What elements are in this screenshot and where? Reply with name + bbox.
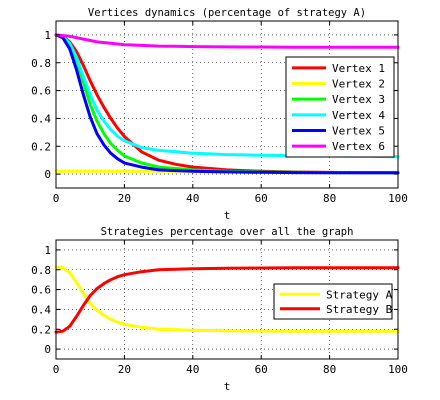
x-tick-label: 100: [388, 192, 408, 205]
legend-label: Vertex 4: [332, 109, 385, 122]
x-tick-label: 20: [118, 363, 131, 376]
y-tick-label: 1: [44, 244, 51, 257]
x-tick-label: 0: [53, 363, 60, 376]
x-tick-label: 100: [388, 363, 408, 376]
y-tick-label: 0.6: [31, 85, 51, 98]
chart-title: Strategies percentage over all the graph: [101, 226, 354, 238]
series-line: [54, 33, 400, 159]
x-tick-label: 60: [255, 363, 268, 376]
legend-label: Vertex 1: [332, 62, 385, 75]
x-tick-label: 40: [186, 363, 199, 376]
legend-label: Vertex 2: [332, 78, 385, 91]
y-tick-label: 0: [44, 343, 51, 356]
y-tick-label: 0: [44, 168, 51, 181]
y-tick-label: 0.2: [31, 323, 51, 336]
axes-box: [55, 20, 399, 189]
legend-label: Strategy A: [326, 288, 393, 301]
x-axis-label: t: [224, 209, 231, 222]
y-tick-label: 1: [44, 29, 51, 42]
series-line: [54, 33, 400, 49]
legend-label: Vertex 3: [332, 93, 385, 106]
x-axis-label: t: [224, 380, 231, 393]
series-line: [54, 33, 400, 175]
y-tick-label: 0.6: [31, 284, 51, 297]
series-line: [54, 265, 400, 333]
x-tick-label: 80: [323, 363, 336, 376]
series-line: [54, 266, 400, 334]
legend-label: Strategy B: [326, 303, 393, 316]
legend-label: Vertex 5: [332, 125, 385, 138]
x-tick-label: 20: [118, 192, 131, 205]
x-tick-label: 80: [323, 192, 336, 205]
x-tick-label: 40: [186, 192, 199, 205]
y-tick-label: 0.8: [31, 264, 51, 277]
chart-title: Vertices dynamics (percentage of strateg…: [88, 7, 366, 19]
y-tick-label: 0.8: [31, 57, 51, 70]
y-tick-label: 0.4: [31, 303, 51, 316]
y-tick-label: 0.2: [31, 140, 51, 153]
legend-box: [273, 283, 393, 320]
x-tick-label: 0: [53, 192, 60, 205]
y-tick-label: 0.4: [31, 112, 51, 125]
axes-box: [55, 239, 399, 360]
x-tick-label: 60: [255, 192, 268, 205]
legend-box: [285, 56, 395, 158]
legend-label: Vertex 6: [332, 140, 385, 153]
